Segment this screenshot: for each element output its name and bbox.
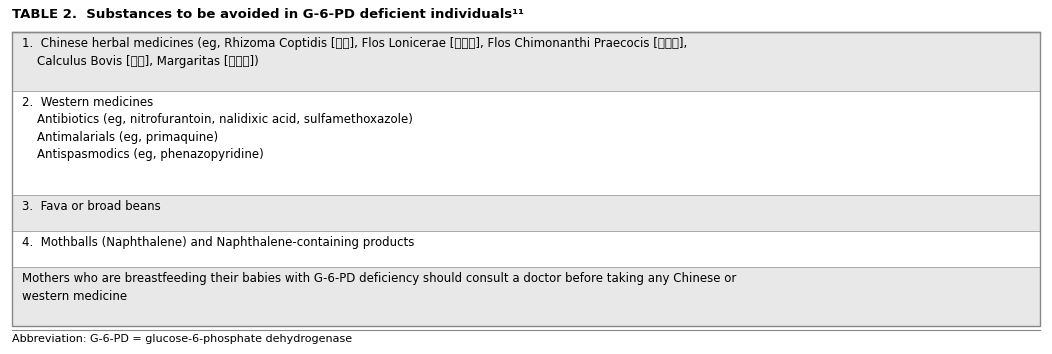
Text: TABLE 2.  Substances to be avoided in G-6-PD deficient individuals¹¹: TABLE 2. Substances to be avoided in G-6…	[12, 8, 524, 21]
Text: 3.  Fava or broad beans: 3. Fava or broad beans	[22, 200, 161, 213]
Bar	[12, 195, 1040, 232]
Bar	[12, 232, 1040, 267]
Text: 1.  Chinese herbal medicines (eg, Rhizoma Coptidis [黃連], Flos Lonicerae [金銀花], F: 1. Chinese herbal medicines (eg, Rhizoma…	[22, 37, 687, 68]
Text: Abbreviation: G-6-PD = glucose-6-phosphate dehydrogenase: Abbreviation: G-6-PD = glucose-6-phospha…	[12, 334, 352, 344]
Bar	[12, 32, 1040, 91]
Bar	[12, 91, 1040, 195]
Text: Mothers who are breastfeeding their babies with G-6-PD deficiency should consult: Mothers who are breastfeeding their babi…	[22, 272, 736, 303]
Bar	[12, 267, 1040, 326]
Text: 4.  Mothballs (Naphthalene) and Naphthalene-containing products: 4. Mothballs (Naphthalene) and Naphthale…	[22, 236, 414, 249]
Bar	[12, 32, 1040, 326]
Text: 2.  Western medicines
    Antibiotics (eg, nitrofurantoin, nalidixic acid, sulfa: 2. Western medicines Antibiotics (eg, ni…	[22, 96, 412, 161]
